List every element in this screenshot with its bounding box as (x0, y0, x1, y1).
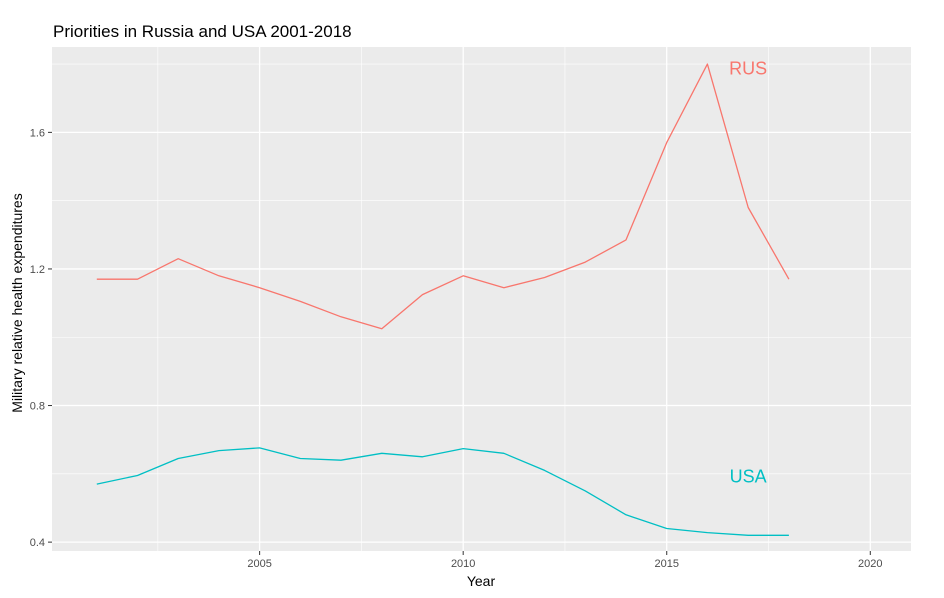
series-line-usa (96, 447, 789, 536)
major-grid (52, 47, 911, 551)
x-tick-label: 2005 (247, 558, 271, 570)
x-axis-title: Year (467, 573, 496, 589)
y-tick-label: 0.8 (30, 401, 45, 413)
x-tick-label: 2020 (858, 558, 882, 570)
x-tick-label: 2015 (654, 558, 678, 570)
plot-panel (52, 47, 911, 551)
x-axis: 2005 2010 2015 2020 (247, 551, 883, 570)
x-tick-label: 2010 (451, 558, 475, 570)
minor-grid (52, 47, 911, 551)
y-tick-label: 0.4 (30, 537, 45, 549)
series-label-rus: RUS (729, 58, 767, 78)
y-tick-label: 1.6 (30, 127, 45, 139)
y-tick-label: 1.2 (30, 264, 45, 276)
chart-title: Priorities in Russia and USA 2001-2018 (53, 22, 352, 41)
series-lines (96, 63, 790, 536)
y-axis: 0.4 0.8 1.2 1.6 (30, 127, 52, 549)
series-line-rus (96, 63, 790, 330)
series-labels: RUS USA (729, 58, 767, 486)
y-axis-title: Military relative health expenditures (9, 193, 25, 412)
series-label-usa: USA (730, 467, 767, 487)
